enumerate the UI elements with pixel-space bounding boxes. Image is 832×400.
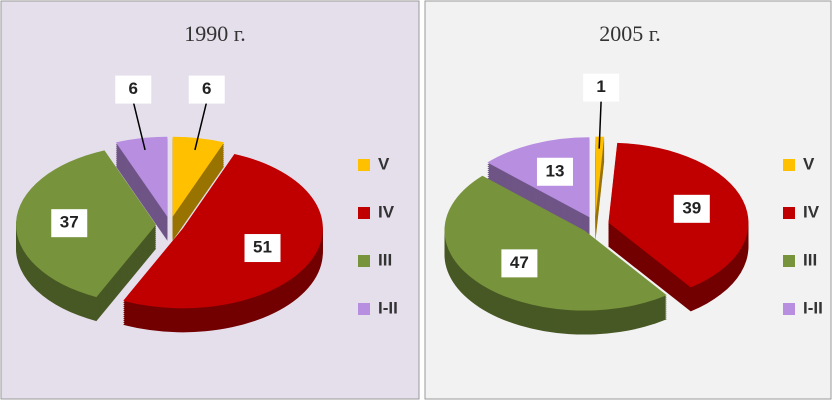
legend-swatch [358,303,370,315]
legend-label: V [803,154,815,173]
value-label: 6 [129,79,138,98]
leader-line [194,101,208,151]
label-box [673,194,710,223]
legend-label: III [378,250,392,269]
value-label: 47 [510,253,529,272]
value-label: 6 [202,79,211,98]
legend-swatch [783,159,795,171]
legend-label: V [378,154,390,173]
legend-label: IV [803,202,820,221]
value-label: 37 [60,213,79,232]
value-label: 13 [546,161,565,180]
legend-label: III [803,250,817,269]
label-box [583,73,620,102]
label-box [536,157,573,186]
legend-swatch [358,255,370,267]
slice [595,136,605,217]
value-label: 1 [596,77,605,96]
value-label: 39 [682,198,701,217]
chart-title: 2005 г. [599,21,661,46]
legend-swatch [783,303,795,315]
label-box [244,234,281,263]
chart-title: 1990 г. [184,21,246,46]
slice [172,136,225,217]
label-box [501,249,538,278]
label-box [51,209,88,238]
legend-label: I-II [803,298,823,317]
legend-swatch [358,207,370,219]
slice [444,175,667,311]
legend-swatch [783,255,795,267]
legend-swatch [783,207,795,219]
legend-label: IV [378,202,395,221]
legend-swatch [358,159,370,171]
leader-line [132,101,146,151]
label-box [188,75,225,104]
slice [123,153,323,309]
legend-label: I-II [378,298,398,317]
label-box [115,75,152,104]
leader-line [598,99,602,149]
value-label: 51 [253,238,272,257]
slice [115,136,168,217]
